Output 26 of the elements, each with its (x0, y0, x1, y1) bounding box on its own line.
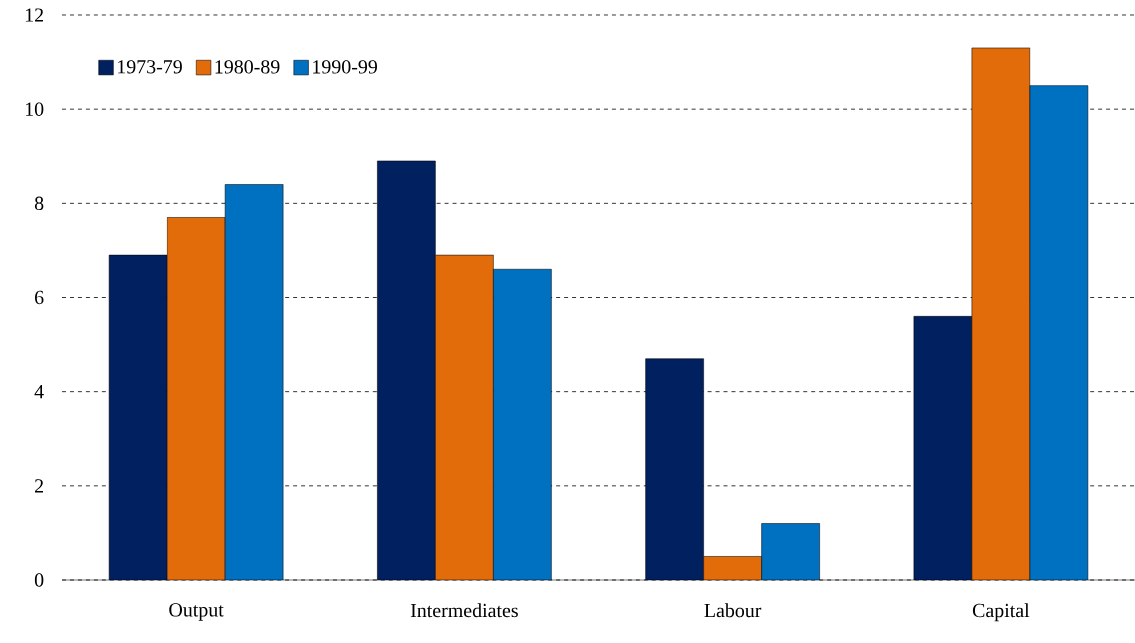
bar (225, 184, 284, 580)
bar (761, 523, 820, 580)
y-tick-label: 10 (25, 102, 44, 116)
bar (493, 269, 552, 580)
x-tick-label: Capital (972, 603, 1030, 622)
bar (913, 316, 973, 580)
bar (377, 160, 436, 580)
y-tick-label: 6 (35, 290, 44, 305)
y-tick-label: 4 (34, 385, 44, 399)
y-tick-label: 0 (34, 573, 44, 587)
legend-label: 1980-89 (215, 60, 280, 74)
bar (645, 358, 704, 580)
y-tick-label: 2 (35, 479, 43, 493)
x-tick-label: Labour (704, 603, 762, 618)
legend-label: 1990-99 (313, 60, 377, 74)
bar (167, 217, 226, 580)
bar (435, 255, 494, 580)
x-tick-label: Output (169, 603, 224, 621)
bar (109, 255, 168, 580)
x-tick-label: Intermediates (410, 603, 518, 618)
bar (971, 47, 1031, 580)
bar (1029, 85, 1089, 580)
bar (703, 556, 762, 580)
legend-label: 1973-79 (118, 60, 182, 74)
y-tick-label: 8 (34, 196, 44, 211)
y-tick-label: 12 (25, 8, 43, 22)
